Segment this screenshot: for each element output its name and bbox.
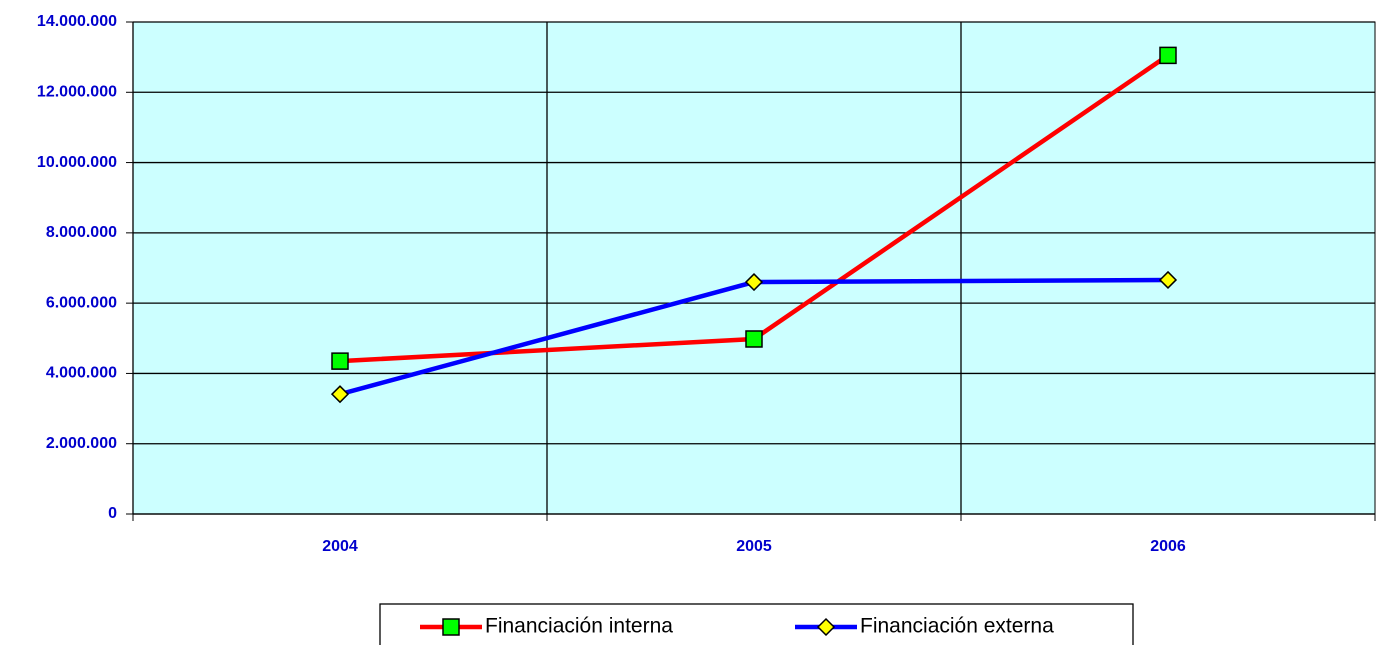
y-tick-label: 0 bbox=[108, 505, 117, 522]
y-tick-label: 8.000.000 bbox=[46, 224, 117, 241]
legend-marker bbox=[442, 618, 460, 636]
marker-square bbox=[745, 330, 763, 348]
x-tick-label: 2005 bbox=[736, 538, 772, 555]
legend-box bbox=[379, 603, 1134, 645]
y-tick-label: 10.000.000 bbox=[37, 154, 117, 171]
y-tick-label: 14.000.000 bbox=[37, 13, 117, 30]
x-tick-label: 2004 bbox=[322, 538, 358, 555]
y-tick-label: 12.000.000 bbox=[37, 84, 117, 101]
legend-marker bbox=[816, 617, 836, 637]
marker-square bbox=[331, 352, 349, 370]
marker-diamond bbox=[330, 385, 350, 404]
plot-area bbox=[132, 21, 1376, 515]
legend-label: Financiación externa bbox=[860, 615, 1054, 638]
y-tick-label: 6.000.000 bbox=[46, 294, 117, 311]
legend-label: Financiación interna bbox=[485, 615, 673, 638]
x-tick-label: 2006 bbox=[1150, 538, 1186, 555]
marker-square bbox=[1159, 46, 1177, 65]
marker-diamond bbox=[1158, 270, 1178, 290]
y-tick-label: 4.000.000 bbox=[46, 365, 117, 382]
y-tick-label: 2.000.000 bbox=[46, 435, 117, 452]
marker-diamond bbox=[744, 272, 764, 292]
